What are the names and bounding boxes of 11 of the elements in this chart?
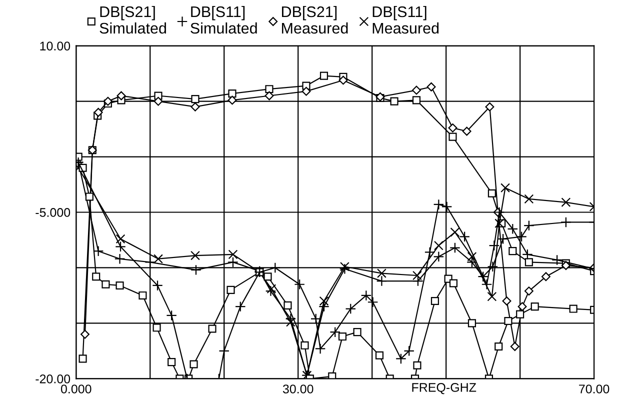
y-tick-label: -5.000 [36,208,70,217]
x-axis-title: FREQ-GHZ [412,383,476,394]
legend-label: DB[S21] Measured [282,6,348,34]
legend-label: DB[S11] Simulated [190,6,257,34]
y-tick-label: -20.00 [36,374,70,384]
x-tick-label: 0.000 [60,384,92,394]
y-tick-label: 10.00 [40,42,70,50]
legend-label: DB[S21] Simulated [100,6,166,34]
legend-label: DB[S11] Measured [372,6,439,34]
x-tick-label: 70.00 [579,384,610,394]
x-tick-label: 30.00 [282,384,314,394]
